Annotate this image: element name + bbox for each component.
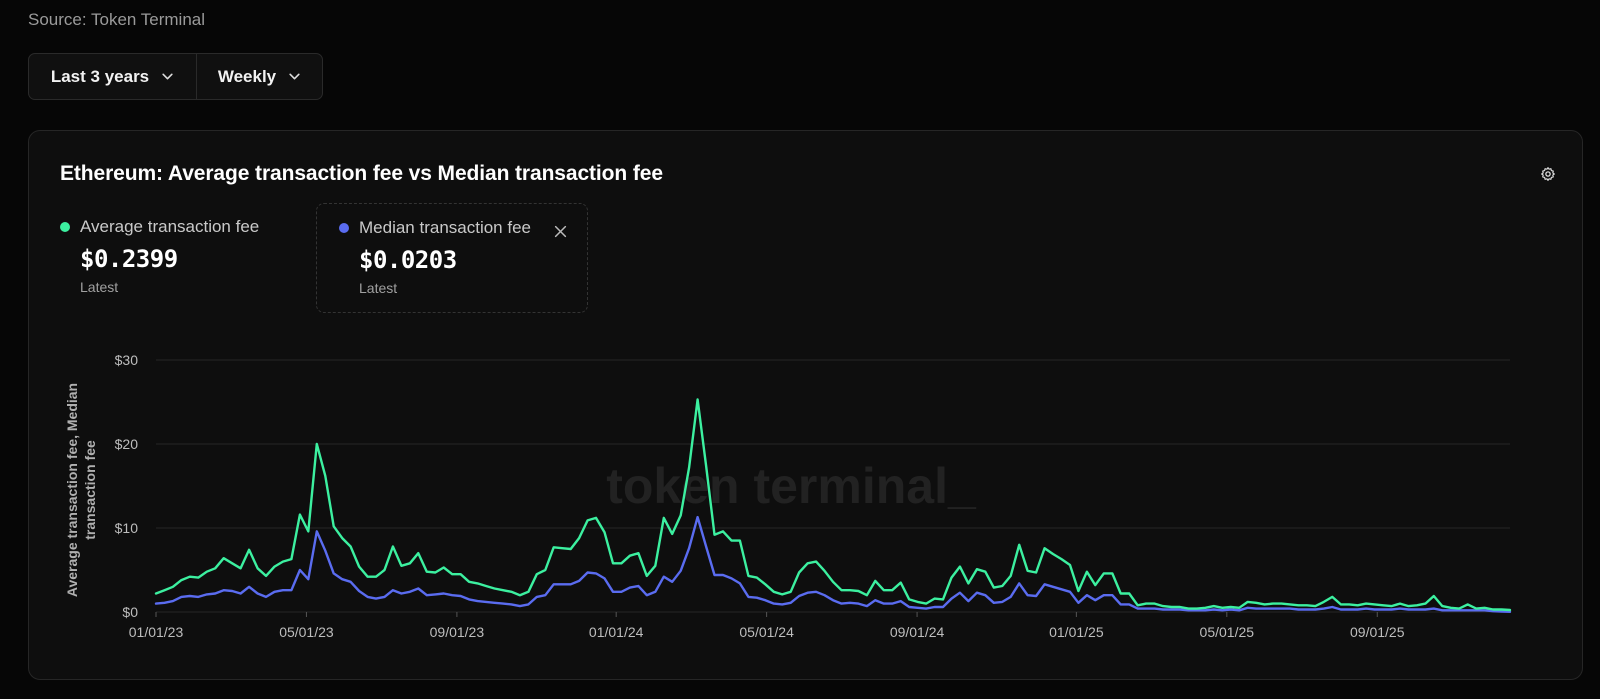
chart-controls: Last 3 years Weekly — [28, 53, 323, 100]
legend-median-value: $0.0203 — [359, 246, 457, 274]
chevron-down-icon — [289, 73, 300, 80]
average-transaction-fee-line[interactable] — [154, 398, 1512, 612]
legend-average-value: $0.2399 — [80, 245, 178, 273]
line-chart[interactable]: token terminal_ $0 $10 $20 $30 01/01/23 05/0… — [29, 131, 1584, 681]
chart-title: Ethereum: Average transaction fee vs Med… — [60, 162, 663, 185]
y-tick-label: $0 — [122, 604, 138, 620]
interval-label: Weekly — [217, 66, 277, 86]
time-range-dropdown[interactable]: Last 3 years — [29, 54, 197, 99]
legend-median-sub: Latest — [359, 280, 398, 296]
legend-average[interactable]: Average transaction fee $0.2399 Latest — [60, 203, 310, 311]
legend-median-dot — [339, 223, 349, 233]
legend-median-label: Median transaction fee — [359, 218, 531, 237]
y-axis-label: Average transaction fee, Median transacti… — [64, 383, 98, 597]
y-tick-label: $30 — [115, 352, 139, 368]
chevron-down-icon — [162, 73, 173, 80]
chart-card: Ethereum: Average transaction fee vs Med… — [28, 130, 1583, 680]
legend-median[interactable]: Median transaction fee $0.0203 Latest — [316, 203, 588, 313]
x-tick-label: 05/01/25 — [1200, 624, 1255, 640]
x-tick-label: 09/01/24 — [890, 624, 945, 640]
legend-average-sub: Latest — [80, 279, 119, 295]
y-tick-label: $20 — [115, 436, 139, 452]
x-tick-label: 01/01/24 — [589, 624, 644, 640]
x-tick-label: 09/01/25 — [1350, 624, 1405, 640]
time-range-label: Last 3 years — [50, 66, 150, 86]
y-tick-label: $10 — [115, 520, 139, 536]
x-tick-label: 01/01/25 — [1049, 624, 1104, 640]
interval-dropdown[interactable]: Weekly — [197, 54, 322, 99]
legend-average-label: Average transaction fee — [80, 217, 260, 236]
median-transaction-fee-line[interactable] — [154, 515, 1512, 613]
source-label: Source: Token Terminal — [28, 10, 206, 29]
watermark: token terminal_ — [606, 458, 977, 514]
x-tick-label: 05/01/24 — [739, 624, 794, 640]
x-tick-label: 05/01/23 — [279, 624, 334, 640]
x-tick-label: 01/01/23 — [129, 624, 184, 640]
close-icon[interactable] — [554, 225, 567, 238]
gear-icon[interactable] — [1540, 166, 1556, 182]
legend-average-dot — [60, 222, 70, 232]
x-tick-label: 09/01/23 — [430, 624, 485, 640]
